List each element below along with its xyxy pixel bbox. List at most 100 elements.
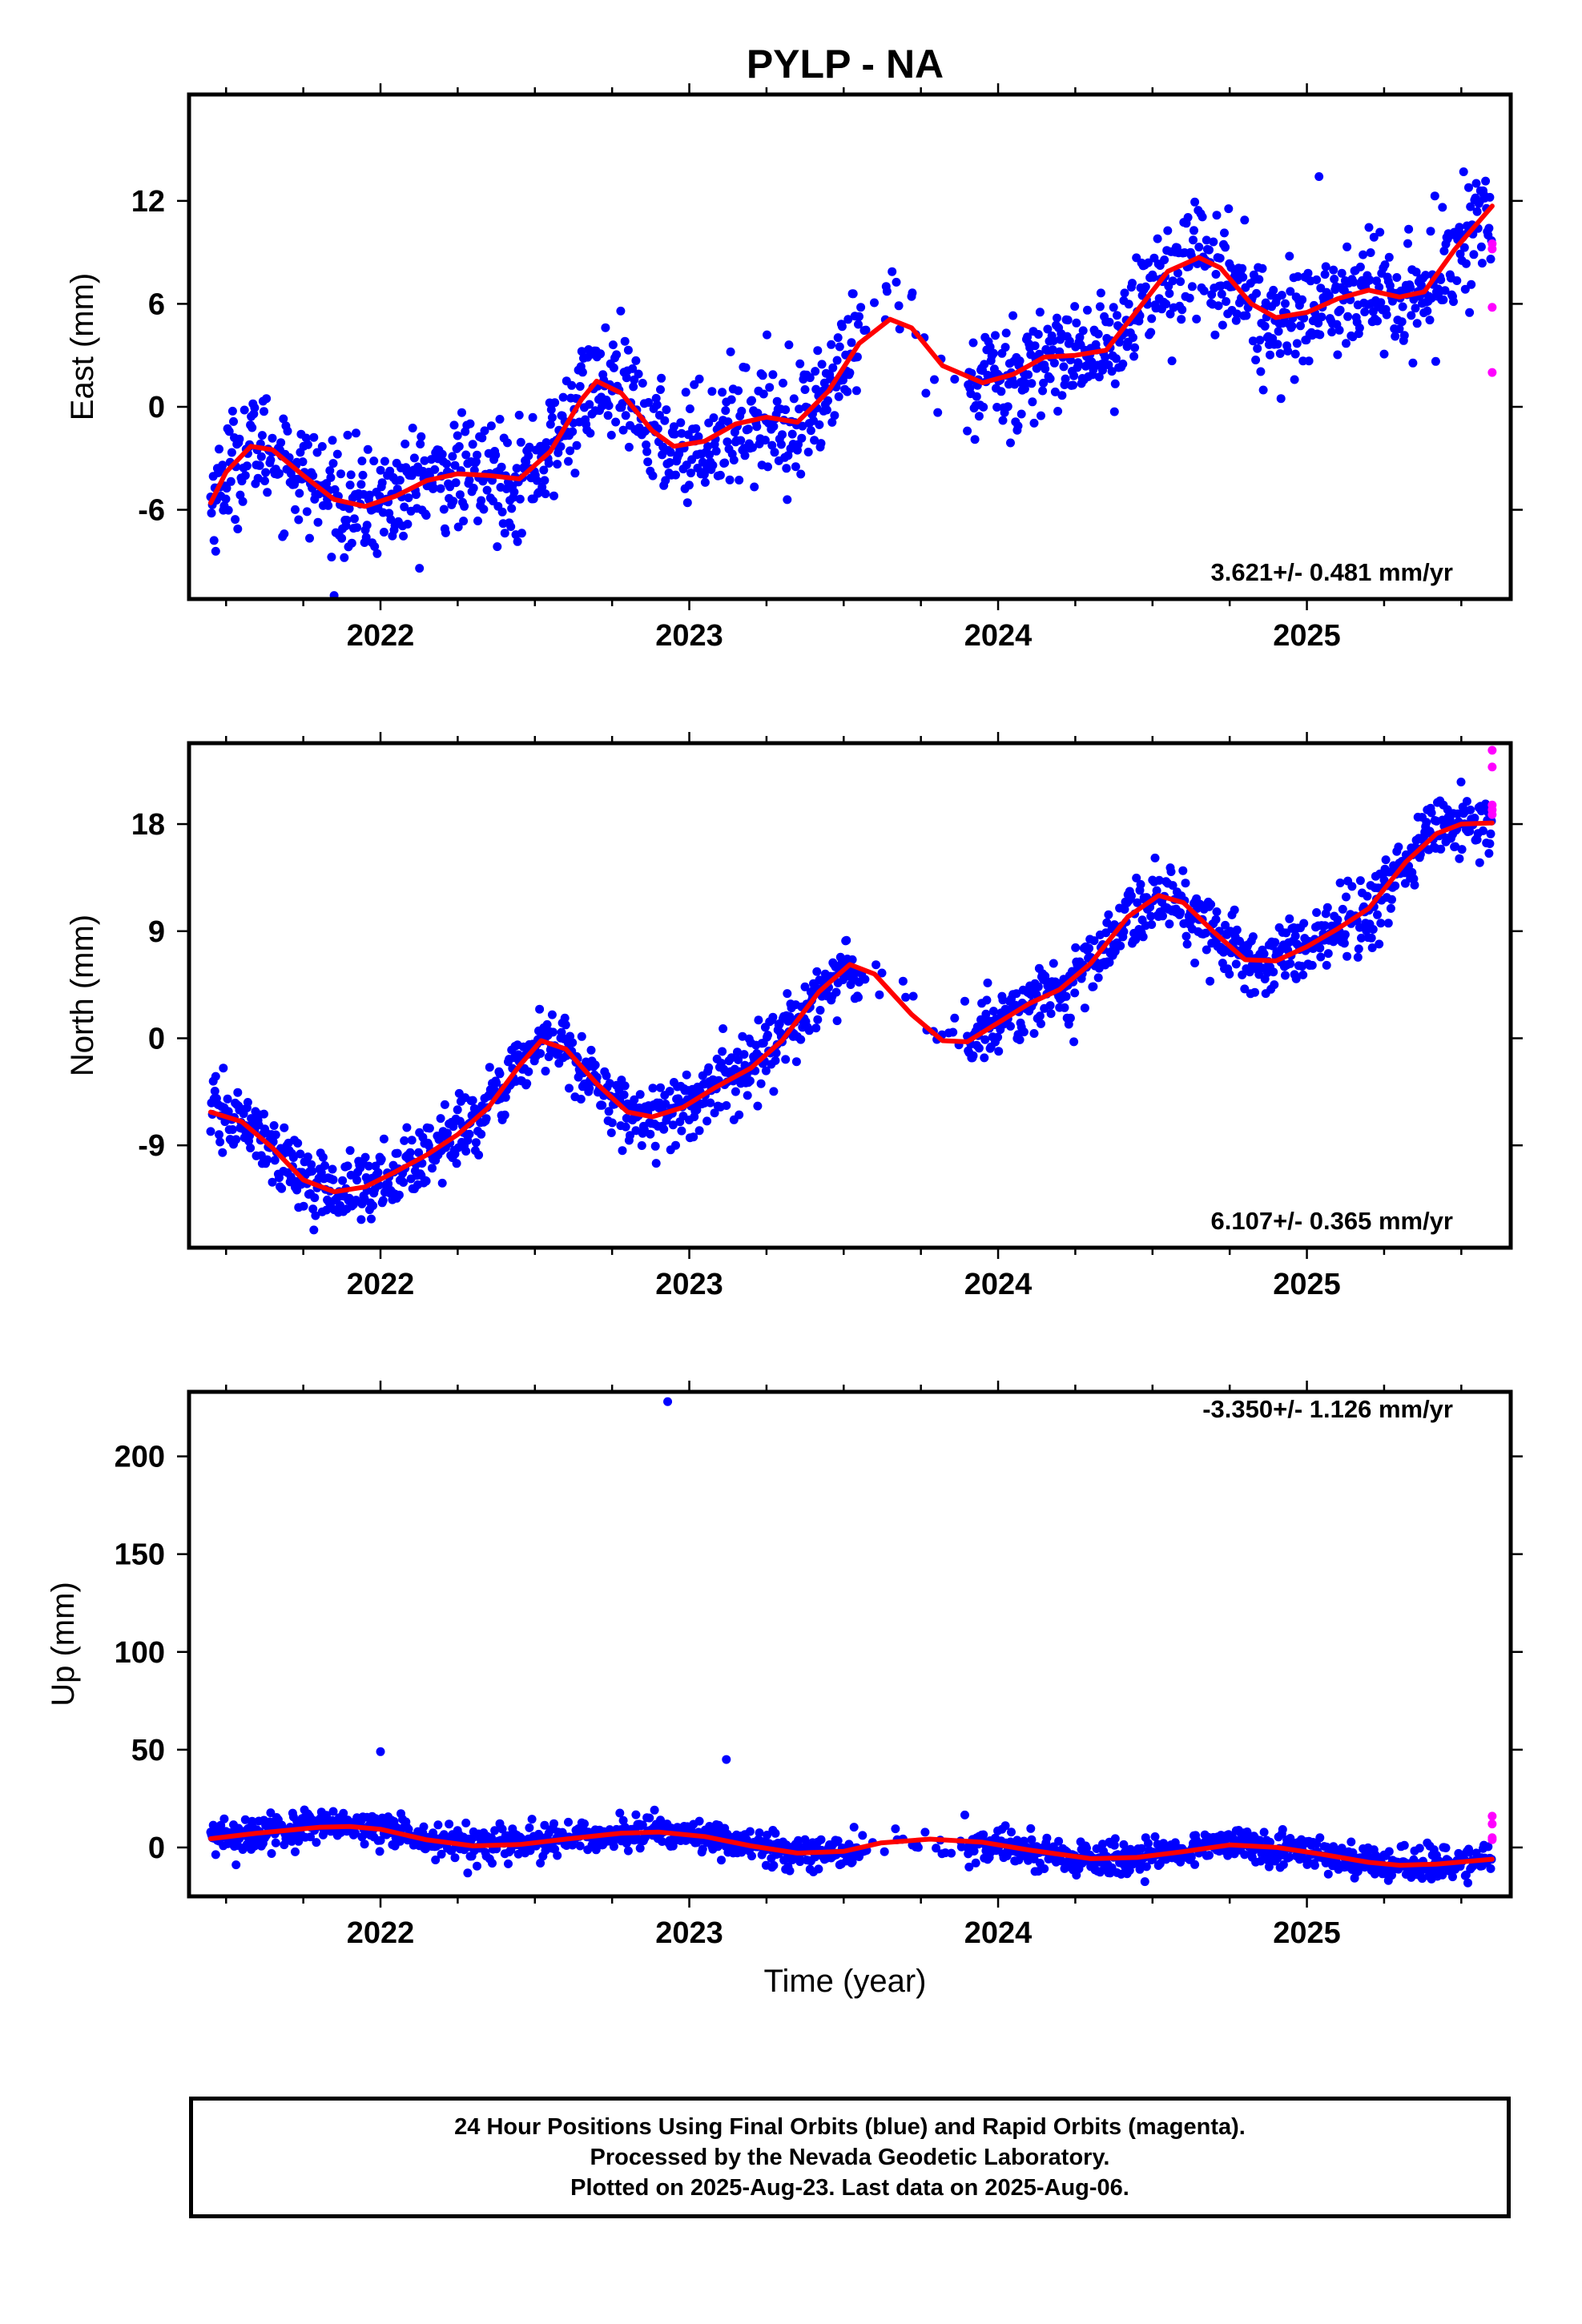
final-orbit-point bbox=[248, 423, 257, 432]
final-orbit-point bbox=[1476, 242, 1486, 251]
final-orbit-point bbox=[729, 456, 739, 464]
final-orbit-point bbox=[491, 450, 501, 460]
final-orbit-point bbox=[1349, 277, 1359, 287]
final-orbit-point bbox=[1314, 172, 1324, 181]
final-orbit-point bbox=[781, 1055, 791, 1064]
final-orbit-point bbox=[752, 422, 762, 432]
final-orbit-point bbox=[1278, 1825, 1287, 1834]
final-orbit-point bbox=[215, 1130, 223, 1140]
final-orbit-point bbox=[684, 480, 694, 490]
final-orbit-point bbox=[471, 457, 481, 466]
final-orbit-point bbox=[1365, 275, 1375, 285]
final-orbit-point bbox=[1462, 797, 1471, 806]
final-orbit-point bbox=[765, 383, 775, 392]
final-orbit-point bbox=[642, 440, 651, 449]
final-orbit-point bbox=[380, 456, 389, 466]
final-orbit-point bbox=[565, 1084, 574, 1093]
final-orbit-point bbox=[522, 1079, 532, 1088]
final-orbit-point bbox=[1375, 939, 1384, 949]
final-orbit-point bbox=[1342, 242, 1352, 251]
final-orbit-point bbox=[253, 473, 263, 483]
final-orbit-point bbox=[823, 396, 832, 405]
final-orbit-point bbox=[631, 1810, 641, 1819]
final-orbit-point bbox=[796, 1035, 806, 1044]
final-orbit-point bbox=[1472, 207, 1482, 216]
final-orbit-point bbox=[642, 447, 652, 456]
final-orbit-point bbox=[227, 406, 237, 416]
final-orbit-point bbox=[585, 400, 594, 409]
final-orbit-point bbox=[760, 436, 770, 445]
final-orbit-point bbox=[1089, 936, 1099, 946]
final-orbit-point bbox=[1205, 1851, 1214, 1860]
final-orbit-point bbox=[1231, 316, 1241, 325]
final-orbit-point bbox=[703, 442, 713, 451]
final-orbit-point bbox=[460, 501, 469, 511]
final-orbit-point bbox=[1320, 270, 1330, 279]
final-orbit-point bbox=[1353, 1867, 1363, 1876]
final-orbit-point bbox=[815, 420, 824, 429]
final-orbit-point bbox=[1408, 358, 1418, 368]
final-orbit-point bbox=[1033, 982, 1043, 991]
final-orbit-point bbox=[979, 1830, 988, 1839]
final-orbit-point bbox=[1149, 272, 1158, 282]
final-orbit-point bbox=[769, 1087, 779, 1096]
final-orbit-point bbox=[586, 428, 595, 438]
final-orbit-point bbox=[206, 1127, 215, 1136]
final-orbit-point bbox=[342, 516, 352, 525]
final-orbit-point bbox=[1128, 279, 1137, 288]
final-orbit-point bbox=[694, 1126, 704, 1136]
final-orbit-point bbox=[872, 960, 881, 970]
final-orbit-point bbox=[399, 1178, 409, 1187]
final-orbit-point bbox=[1232, 309, 1242, 319]
final-orbit-point bbox=[572, 440, 582, 450]
final-orbit-point bbox=[575, 382, 585, 391]
final-orbit-point bbox=[1049, 336, 1058, 345]
final-orbit-point bbox=[1484, 223, 1494, 233]
final-orbit-point bbox=[1094, 372, 1104, 382]
final-orbit-point bbox=[758, 371, 767, 380]
final-orbit-point bbox=[735, 1110, 744, 1120]
final-orbit-point bbox=[634, 369, 643, 379]
final-orbit-point bbox=[615, 1808, 625, 1818]
final-orbit-point bbox=[1189, 235, 1198, 245]
final-orbit-point bbox=[810, 436, 819, 445]
final-orbit-point bbox=[735, 476, 744, 485]
final-orbit-point bbox=[328, 1807, 338, 1816]
final-orbit-point bbox=[1333, 350, 1342, 360]
final-orbit-point bbox=[1126, 891, 1136, 901]
final-orbit-point bbox=[1481, 799, 1491, 809]
final-orbit-point bbox=[219, 1063, 228, 1073]
final-orbit-point bbox=[715, 470, 725, 480]
final-orbit-point bbox=[1224, 204, 1234, 214]
final-orbit-point bbox=[994, 1047, 1004, 1056]
final-orbit-point bbox=[1152, 886, 1161, 895]
x-tick-label: 2025 bbox=[1273, 619, 1341, 653]
final-orbit-point bbox=[1147, 314, 1157, 324]
final-orbit-point bbox=[549, 1027, 558, 1037]
final-orbit-point bbox=[1449, 297, 1458, 307]
final-orbit-point bbox=[1416, 280, 1426, 290]
up-panel: 2022 2023 2024 2025 0 50 100 150 200 Up (mm) -3.35… bbox=[46, 1381, 1523, 1950]
final-orbit-point bbox=[455, 490, 465, 500]
final-orbit-point bbox=[463, 1868, 473, 1878]
final-orbit-point bbox=[685, 404, 694, 413]
final-orbit-point bbox=[1367, 933, 1376, 943]
velocity-label: 6.107+/- 0.365 mm/yr bbox=[1211, 1207, 1453, 1235]
final-orbit-point bbox=[1287, 321, 1297, 331]
final-orbit-point bbox=[1154, 875, 1164, 885]
final-orbit-point bbox=[1373, 910, 1382, 919]
final-orbit-point bbox=[892, 277, 901, 287]
final-orbit-point bbox=[898, 976, 908, 986]
final-orbit-point bbox=[1211, 270, 1221, 279]
final-orbit-point bbox=[1250, 987, 1259, 997]
final-orbit-point bbox=[795, 404, 804, 414]
final-orbit-point bbox=[1285, 1852, 1294, 1862]
final-orbit-point bbox=[651, 393, 661, 403]
final-orbit-point bbox=[266, 1808, 276, 1818]
final-orbit-point bbox=[1141, 282, 1150, 292]
final-orbit-point bbox=[1144, 1839, 1153, 1848]
final-orbit-point bbox=[303, 440, 312, 449]
final-orbit-point bbox=[1475, 858, 1484, 867]
final-orbit-point bbox=[1380, 260, 1390, 270]
final-orbit-point bbox=[557, 1027, 566, 1037]
